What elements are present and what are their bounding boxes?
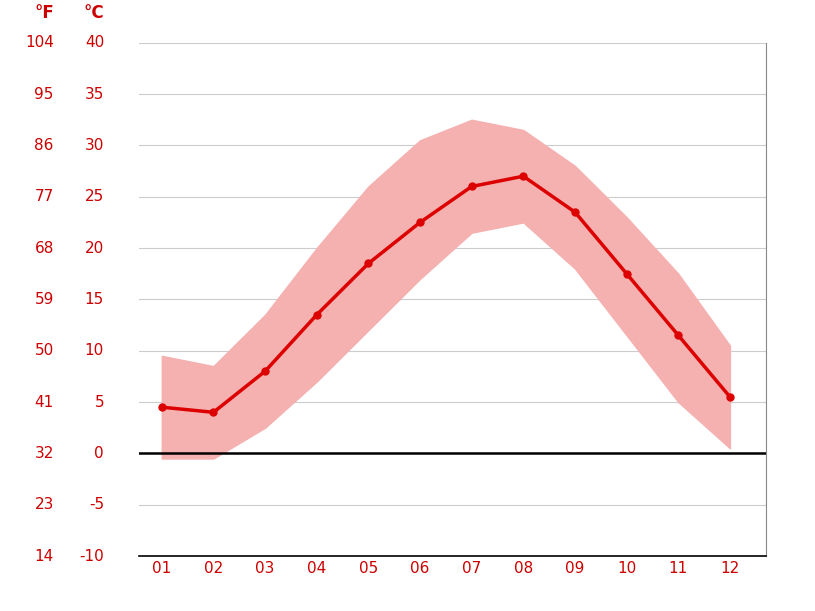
Text: 86: 86 — [34, 138, 54, 153]
Text: 95: 95 — [34, 87, 54, 101]
Text: 25: 25 — [85, 189, 104, 204]
Text: 40: 40 — [85, 35, 104, 50]
Text: 50: 50 — [34, 343, 54, 358]
Text: 68: 68 — [34, 241, 54, 255]
Text: 5: 5 — [95, 395, 104, 409]
Text: 32: 32 — [34, 446, 54, 461]
Text: 59: 59 — [34, 292, 54, 307]
Text: -5: -5 — [89, 497, 104, 512]
Text: 14: 14 — [34, 549, 54, 563]
Text: 10: 10 — [85, 343, 104, 358]
Text: 23: 23 — [34, 497, 54, 512]
Text: -10: -10 — [79, 549, 104, 563]
Text: °C: °C — [83, 4, 104, 22]
Text: 35: 35 — [85, 87, 104, 101]
Text: 15: 15 — [85, 292, 104, 307]
Text: 77: 77 — [34, 189, 54, 204]
Text: °F: °F — [34, 4, 54, 22]
Text: 41: 41 — [34, 395, 54, 409]
Text: 104: 104 — [25, 35, 54, 50]
Text: 30: 30 — [85, 138, 104, 153]
Text: 0: 0 — [95, 446, 104, 461]
Text: 20: 20 — [85, 241, 104, 255]
